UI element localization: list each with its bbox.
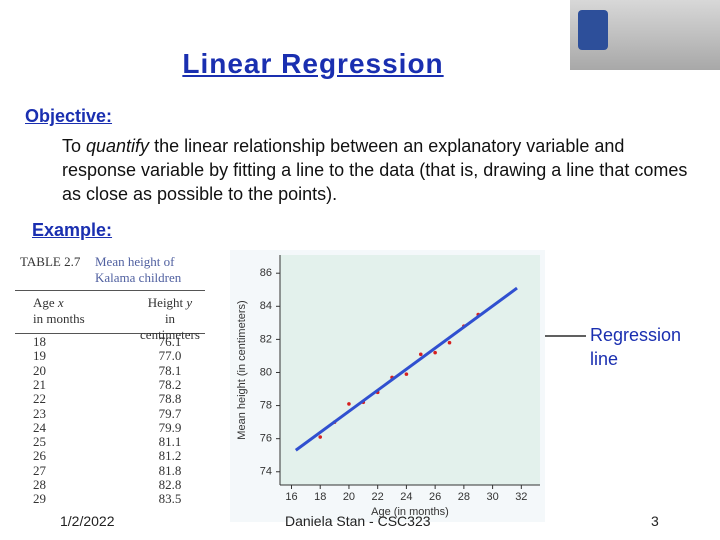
table-row: 20 78.1 xyxy=(15,362,205,378)
point xyxy=(418,352,423,357)
text: in months xyxy=(33,311,85,326)
annotation: Regression line xyxy=(590,325,682,369)
header-cell: Age x in months xyxy=(33,295,103,327)
text: in centimeters xyxy=(140,311,200,342)
text: Age xyxy=(33,295,58,310)
table-caption: Mean height of Kalama children xyxy=(95,254,182,285)
table-cell: 81.8 xyxy=(158,462,182,478)
chart: Mean height (in centimeters) Age (in mon… xyxy=(230,250,545,522)
table: TABLE 2.7 Mean height of Kalama children … xyxy=(15,250,205,522)
point xyxy=(318,435,323,439)
x-axis-label: Age (in months) xyxy=(371,506,449,518)
regression-line xyxy=(294,286,518,452)
table-cell: 18 xyxy=(33,334,46,349)
logo xyxy=(570,0,720,70)
table-row: 19 77.0 xyxy=(15,348,205,364)
table-cell: 83.5 xyxy=(158,491,182,507)
y-tick-label: 76 xyxy=(260,433,272,445)
footer-date: 1/2/2022 xyxy=(60,513,115,529)
plot-area xyxy=(280,255,540,485)
table-cell: 79.7 xyxy=(158,405,182,421)
point xyxy=(347,402,351,406)
table-cell: 19 xyxy=(33,348,46,364)
table-cell: 79.9 xyxy=(158,419,182,435)
table-cell: 78.1 xyxy=(158,362,182,378)
table-cell: 82.8 xyxy=(158,477,182,492)
y-axis-label: Mean height (in centimeters) xyxy=(236,300,248,439)
table-row: 23 79.7 xyxy=(15,405,205,421)
footer-author: Daniela Stan - CSC323 xyxy=(285,513,431,529)
y-tick-label: 78 xyxy=(260,399,272,411)
footer-page: 3 xyxy=(651,513,659,529)
text: Height xyxy=(147,295,187,310)
table-cell: 23 xyxy=(33,405,46,421)
y-tick-label: 74 xyxy=(260,466,272,478)
x-tick-label: 28 xyxy=(458,491,470,503)
table-cell: 76.1 xyxy=(158,334,182,349)
header-cell: Height y in centimeters xyxy=(135,295,205,343)
x-tick-label: 26 xyxy=(429,491,441,503)
objective-label: Objective: xyxy=(25,106,113,126)
table-row: 18 76.1 xyxy=(15,334,205,349)
table-cell: 81.1 xyxy=(158,434,182,450)
y-tick-label: 86 xyxy=(260,267,272,279)
text: To xyxy=(62,136,87,156)
table-cell: 78.2 xyxy=(158,376,182,392)
table-row: 25 81.1 xyxy=(15,434,205,450)
x-tick-label: 24 xyxy=(400,491,412,503)
y-tick-label: 84 xyxy=(260,300,272,312)
x-tick-label: 32 xyxy=(515,491,527,503)
table-row: 28 82.8 xyxy=(15,477,205,492)
header: Age x in months Height y in centimeters xyxy=(15,290,205,342)
table-row: 26 81.2 xyxy=(15,448,205,464)
table-cell: 28 xyxy=(33,477,46,492)
text: quantify xyxy=(86,136,150,156)
table-cell: 78.8 xyxy=(158,391,182,407)
table-number: TABLE 2.7 xyxy=(20,254,81,269)
objective-text: To quantify the linear relationship betw… xyxy=(62,134,702,206)
table-cell: 29 xyxy=(33,491,46,507)
point xyxy=(447,340,452,345)
x-tick-label: 22 xyxy=(372,491,384,503)
table-cell: 20 xyxy=(33,362,46,378)
table-row: 29 83.5 xyxy=(15,491,205,507)
text: the linear relationship between an expla… xyxy=(62,136,688,204)
table-row: 27 81.8 xyxy=(15,462,205,478)
table-row: 21 78.2 xyxy=(15,376,205,392)
example-label: Example: xyxy=(32,220,113,240)
x-tick-label: 20 xyxy=(343,491,355,503)
x-tick-label: 30 xyxy=(486,491,498,503)
point xyxy=(433,350,437,355)
table-cell: 77.0 xyxy=(158,348,182,364)
x-tick-label: 18 xyxy=(314,491,326,503)
y-tick-label: 80 xyxy=(260,366,272,378)
table-cell: 27 xyxy=(33,462,46,478)
table-cell: 25 xyxy=(33,434,46,450)
table-row: 22 78.8 xyxy=(15,391,205,407)
text: x xyxy=(57,295,64,310)
table-cell: 26 xyxy=(33,448,46,464)
x-tick-label: 16 xyxy=(285,491,297,503)
table-cell: 24 xyxy=(33,419,46,435)
slide-title: Linear Regression xyxy=(182,48,444,79)
text: y xyxy=(186,295,193,310)
table-cell: 22 xyxy=(33,391,46,407)
table-cell: 81.2 xyxy=(158,448,182,464)
table-cell: 21 xyxy=(33,376,46,392)
point xyxy=(404,372,409,376)
table-row: 24 79.9 xyxy=(15,419,205,435)
y-tick-label: 82 xyxy=(260,333,272,345)
